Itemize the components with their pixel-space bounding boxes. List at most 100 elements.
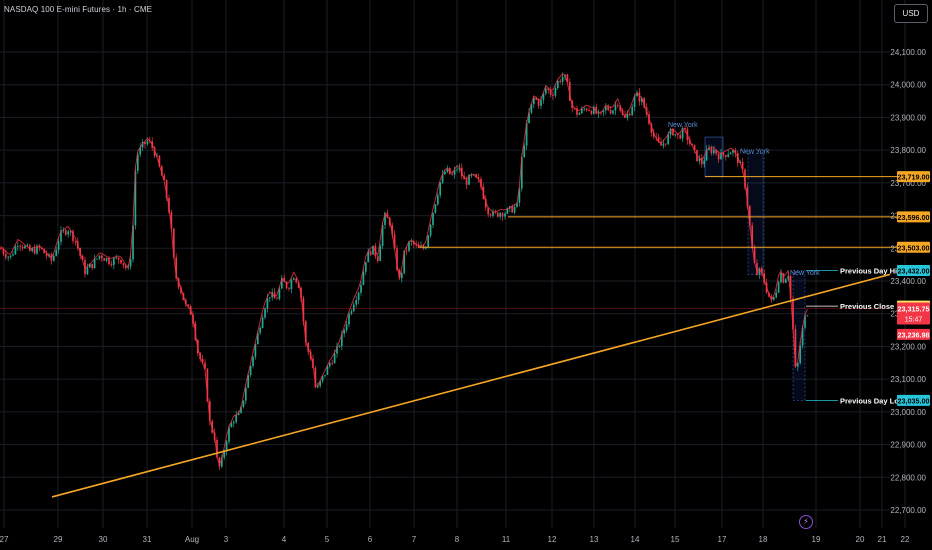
candle (782, 273, 785, 283)
x-tick-label: 8 (455, 535, 460, 544)
candle (499, 213, 502, 217)
currency-button[interactable]: USD (894, 4, 928, 23)
candle (441, 174, 444, 183)
candle (578, 113, 581, 115)
candle (468, 175, 470, 185)
candle (756, 262, 758, 275)
candle (247, 375, 250, 388)
candle (67, 231, 70, 235)
candle (799, 345, 802, 364)
candle (100, 255, 103, 259)
candle (770, 296, 773, 300)
candle (74, 241, 77, 242)
candle (252, 356, 254, 366)
candle (98, 255, 101, 259)
candle (720, 152, 722, 160)
x-tick-label: 27 (0, 535, 9, 544)
candle (760, 268, 763, 274)
candle (691, 143, 694, 146)
level-price-tag-bg (897, 211, 930, 223)
candle (160, 166, 163, 176)
candle (415, 244, 418, 246)
candle (208, 401, 211, 421)
candle (451, 174, 454, 175)
candle (544, 88, 547, 94)
candle (345, 324, 348, 331)
candle (472, 174, 475, 176)
candle (684, 127, 686, 130)
candle (619, 105, 622, 111)
moving-average-line (0, 73, 808, 467)
candle (710, 148, 713, 154)
candle (643, 98, 646, 108)
candle (60, 230, 62, 242)
candle (722, 152, 725, 156)
candle (324, 374, 326, 376)
candle (172, 228, 175, 258)
candle (232, 421, 235, 424)
x-tick-label: 21 (878, 535, 887, 544)
candle (391, 225, 394, 235)
candle (165, 180, 168, 198)
candle (336, 346, 338, 354)
candle (292, 278, 295, 280)
countdown-label: 15:47 (905, 317, 923, 324)
candle (26, 245, 29, 247)
session-box (792, 270, 806, 401)
candle (657, 136, 660, 142)
key-level-label: Previous Day Low (840, 396, 905, 405)
candle (600, 111, 602, 113)
candle (616, 105, 619, 107)
candle (729, 152, 732, 155)
candle (475, 174, 478, 178)
candle (520, 156, 523, 189)
candle (717, 153, 720, 160)
x-tick-label: 18 (759, 535, 768, 544)
x-tick-label: 15 (671, 535, 680, 544)
candle (775, 292, 778, 298)
candle (93, 258, 96, 268)
candle (187, 304, 190, 307)
candle (285, 281, 288, 289)
candle (609, 110, 612, 114)
level-price-tag: 23,719.00 (898, 173, 930, 182)
trendline[interactable] (51, 273, 891, 498)
candle (328, 363, 331, 367)
candle (122, 263, 125, 266)
candle (801, 327, 804, 346)
candle (504, 213, 506, 217)
candle (307, 343, 310, 352)
candle (523, 145, 526, 157)
x-tick-label: 13 (590, 535, 599, 544)
candle (381, 224, 384, 246)
candle (170, 212, 173, 229)
candle (278, 288, 281, 299)
candle (772, 297, 775, 300)
y-tick-label: 24,100.00 (890, 48, 926, 57)
candle (528, 112, 530, 123)
candle (72, 230, 74, 242)
other-price-tag-bg (897, 328, 930, 340)
candle (283, 277, 286, 282)
candle (357, 292, 360, 301)
candle (146, 140, 149, 145)
candle (158, 155, 161, 167)
candle (667, 134, 670, 145)
candle (732, 150, 734, 153)
candle (727, 154, 730, 157)
candle (352, 304, 355, 312)
candle (434, 204, 437, 213)
candle (244, 387, 247, 401)
candle (331, 363, 334, 365)
candle (794, 329, 797, 367)
candle (364, 262, 367, 272)
candle (266, 298, 269, 309)
candle (228, 427, 230, 442)
candle (525, 122, 528, 146)
current-price-tag-bg (897, 302, 930, 325)
candle (674, 134, 677, 136)
candle (141, 142, 144, 148)
other-price-tag: 23,236.98 (898, 330, 930, 339)
lightning-icon[interactable]: ⚡ (799, 515, 813, 529)
